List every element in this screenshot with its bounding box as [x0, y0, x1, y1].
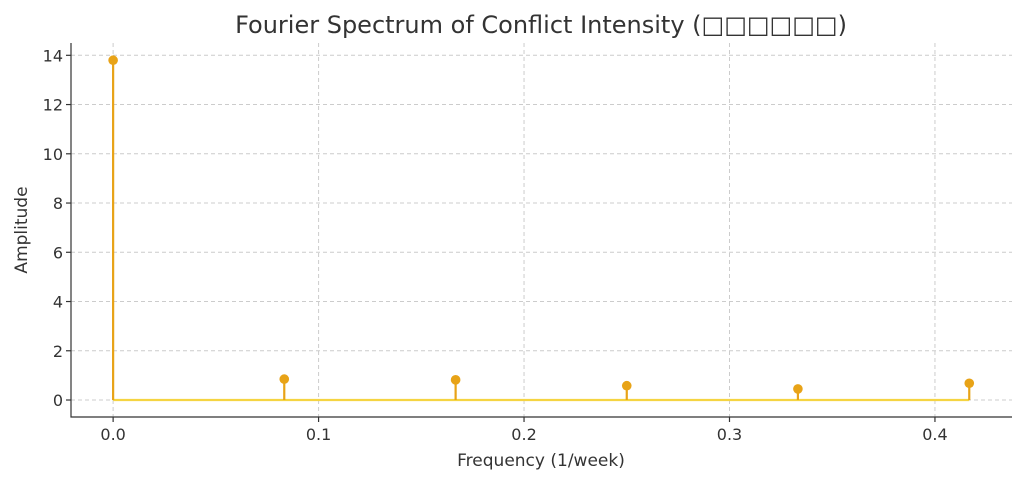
- x-tick-label: 0.0: [100, 425, 125, 444]
- y-tick-label: 12: [43, 96, 63, 115]
- x-tick-label: 0.4: [922, 425, 947, 444]
- x-tick-label: 0.1: [306, 425, 331, 444]
- grid-lines: [71, 43, 1012, 417]
- chart-title: Fourier Spectrum of Conflict Intensity (…: [235, 11, 847, 39]
- x-tick-label: 0.3: [717, 425, 742, 444]
- x-axis-label: Frequency (1/week): [457, 451, 625, 471]
- stem-marker: [621, 380, 632, 391]
- y-tick-label: 4: [53, 293, 63, 312]
- y-tick-label: 14: [43, 46, 63, 65]
- stems: [108, 55, 975, 401]
- plot-frame: [70, 43, 1012, 418]
- stem-marker: [108, 55, 118, 66]
- stem-marker: [964, 378, 975, 389]
- x-axis-ticks: 0.0 0.1 0.2 0.3 0.4: [100, 417, 948, 444]
- y-axis-ticks: 0 2 4 6 8 10 12 14: [43, 46, 71, 410]
- y-tick-label: 2: [53, 342, 63, 361]
- y-tick-label: 8: [53, 194, 63, 213]
- stem-marker: [793, 384, 803, 394]
- stem-marker: [279, 374, 290, 384]
- axes: [70, 43, 1012, 418]
- y-tick-label: 6: [53, 243, 63, 262]
- y-tick-label: 0: [53, 391, 63, 410]
- stem-marker: [450, 375, 461, 385]
- y-axis-label: Amplitude: [12, 186, 32, 273]
- x-tick-label: 0.2: [511, 425, 536, 444]
- y-tick-label: 10: [43, 145, 63, 164]
